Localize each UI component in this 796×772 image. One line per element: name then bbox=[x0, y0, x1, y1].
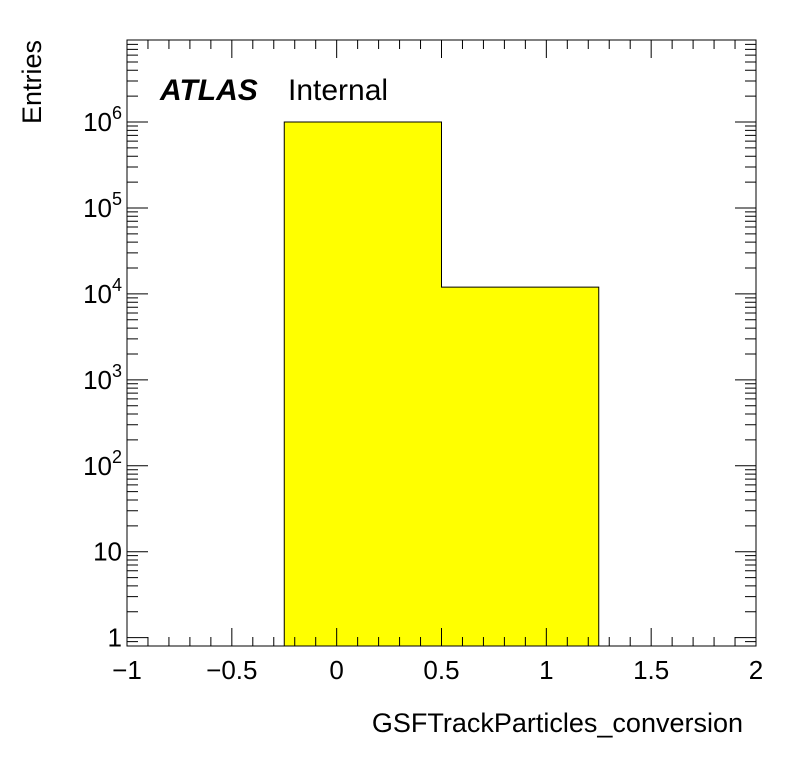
x-tick-label: 1.5 bbox=[633, 655, 669, 685]
x-tick-labels: −1 −0.5 0 0.5 1 1.5 2 bbox=[112, 655, 763, 685]
y-axis-title: Entries bbox=[17, 40, 47, 124]
x-tick-label: 0 bbox=[329, 655, 343, 685]
x-tick-label: −1 bbox=[112, 655, 142, 685]
x-tick-label: 1 bbox=[539, 655, 553, 685]
atlas-label: ATLAS bbox=[159, 74, 258, 107]
x-axis-title: GSFTrackParticles_conversion bbox=[372, 708, 743, 738]
y-tick-label: 103 bbox=[83, 361, 122, 395]
histogram-bar-1 bbox=[441, 287, 599, 646]
y-tick-label: 104 bbox=[83, 275, 122, 309]
histogram-bars bbox=[283, 121, 600, 646]
x-tick-label: 0.5 bbox=[423, 655, 459, 685]
plot-frame bbox=[126, 39, 757, 647]
histogram-bar-0 bbox=[284, 122, 442, 646]
histogram-outline bbox=[283, 121, 600, 646]
internal-label: Internal bbox=[288, 74, 388, 107]
y-tick-label: 1 bbox=[108, 623, 122, 653]
y-tick-label: 105 bbox=[83, 189, 122, 223]
x-tick-label: −0.5 bbox=[206, 655, 257, 685]
y-tick-label: 102 bbox=[83, 447, 122, 481]
y-tick-labels: 1 10 102 103 104 105 106 bbox=[83, 103, 122, 653]
y-tick-label: 106 bbox=[83, 103, 122, 137]
x-tick-label: 2 bbox=[749, 655, 763, 685]
y-tick-label: 10 bbox=[93, 537, 122, 567]
